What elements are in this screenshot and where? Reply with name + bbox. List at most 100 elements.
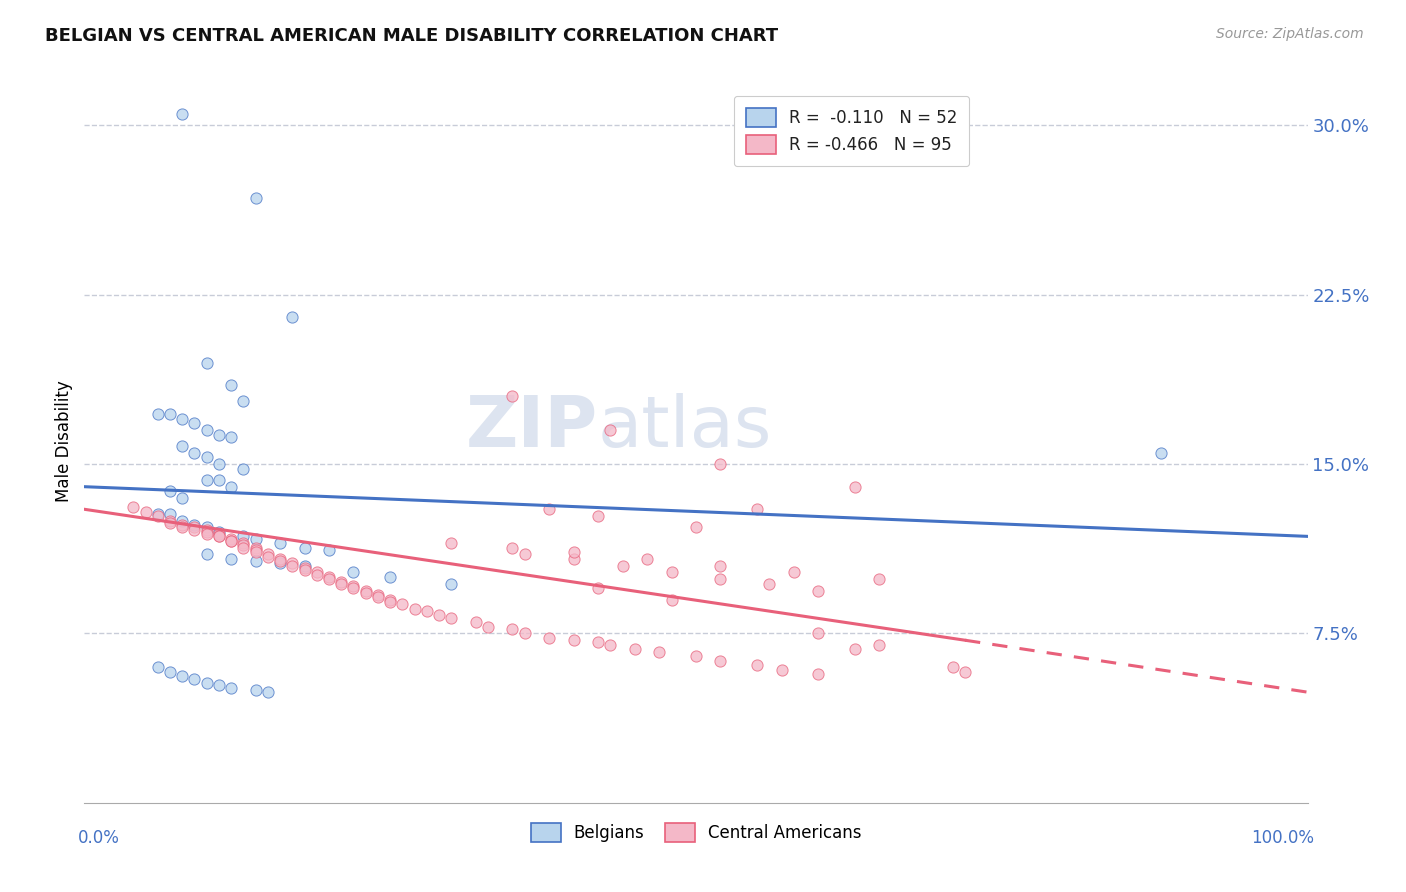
Point: [342, 566, 364, 580]
Point: [661, 592, 683, 607]
Point: [269, 554, 291, 568]
Point: [367, 588, 389, 602]
Point: [208, 524, 231, 539]
Point: [159, 484, 181, 499]
Point: [135, 504, 157, 518]
Point: [159, 516, 181, 530]
Point: [440, 536, 463, 550]
Point: [219, 480, 242, 494]
Point: [195, 676, 218, 690]
Point: [219, 430, 242, 444]
Point: [172, 520, 194, 534]
Text: atlas: atlas: [598, 392, 772, 461]
Point: [464, 615, 486, 630]
Point: [195, 450, 218, 465]
Point: [195, 524, 218, 539]
Point: [747, 502, 769, 516]
Point: [257, 549, 280, 564]
Point: [354, 583, 377, 598]
Point: [844, 480, 866, 494]
Point: [146, 660, 169, 674]
Point: [661, 566, 683, 580]
Point: [562, 545, 585, 559]
Point: [391, 597, 413, 611]
Point: [245, 554, 267, 568]
Point: [183, 520, 205, 534]
Point: [783, 566, 806, 580]
Text: BELGIAN VS CENTRAL AMERICAN MALE DISABILITY CORRELATION CHART: BELGIAN VS CENTRAL AMERICAN MALE DISABIL…: [45, 27, 778, 45]
Point: [219, 378, 242, 392]
Point: [538, 631, 561, 645]
Point: [257, 685, 280, 699]
Point: [183, 523, 205, 537]
Point: [294, 558, 316, 573]
Point: [208, 473, 231, 487]
Point: [195, 523, 218, 537]
Point: [612, 558, 634, 573]
Point: [807, 667, 830, 681]
Point: [305, 566, 328, 580]
Point: [232, 541, 254, 555]
Point: [208, 529, 231, 543]
Point: [685, 648, 707, 663]
Point: [183, 518, 205, 533]
Point: [440, 610, 463, 624]
Point: [330, 576, 353, 591]
Point: [869, 572, 891, 586]
Point: [281, 558, 304, 573]
Point: [305, 567, 328, 582]
Point: [172, 518, 194, 533]
Point: [624, 642, 647, 657]
Point: [269, 552, 291, 566]
Point: [172, 439, 194, 453]
Point: [219, 552, 242, 566]
Point: [330, 574, 353, 589]
Text: 100.0%: 100.0%: [1251, 829, 1313, 847]
Point: [281, 557, 304, 571]
Legend: Belgians, Central Americans: Belgians, Central Americans: [524, 816, 868, 848]
Point: [219, 533, 242, 548]
Point: [342, 582, 364, 596]
Point: [146, 509, 169, 524]
Point: [195, 355, 218, 369]
Point: [219, 533, 242, 548]
Point: [245, 532, 267, 546]
Point: [807, 583, 830, 598]
Point: [232, 461, 254, 475]
Point: [586, 509, 609, 524]
Point: [562, 633, 585, 648]
Point: [636, 552, 658, 566]
Point: [195, 473, 218, 487]
Point: [586, 582, 609, 596]
Point: [159, 514, 181, 528]
Point: [1150, 446, 1173, 460]
Point: [232, 393, 254, 408]
Point: [195, 520, 218, 534]
Point: [416, 604, 439, 618]
Point: [208, 457, 231, 471]
Point: [747, 658, 769, 673]
Point: [342, 579, 364, 593]
Point: [599, 638, 621, 652]
Point: [232, 529, 254, 543]
Point: [245, 682, 267, 697]
Point: [502, 389, 524, 403]
Point: [245, 541, 267, 555]
Point: [245, 545, 267, 559]
Point: [159, 507, 181, 521]
Point: [208, 527, 231, 541]
Point: [195, 423, 218, 437]
Point: [502, 541, 524, 555]
Point: [477, 620, 499, 634]
Point: [404, 601, 426, 615]
Point: [208, 427, 231, 442]
Point: [122, 500, 145, 514]
Point: [146, 408, 169, 422]
Point: [208, 529, 231, 543]
Point: [146, 507, 169, 521]
Point: [427, 608, 450, 623]
Point: [953, 665, 976, 679]
Point: [232, 538, 254, 552]
Point: [807, 626, 830, 640]
Point: [599, 423, 621, 437]
